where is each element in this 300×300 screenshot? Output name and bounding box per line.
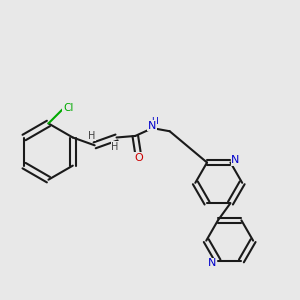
Text: H: H [151, 117, 158, 126]
Text: N: N [231, 155, 240, 165]
Text: Cl: Cl [63, 103, 73, 113]
Text: H: H [111, 142, 119, 152]
Text: N: N [208, 258, 217, 268]
Text: H: H [88, 131, 96, 141]
Text: N: N [148, 121, 156, 130]
Text: O: O [134, 153, 143, 163]
